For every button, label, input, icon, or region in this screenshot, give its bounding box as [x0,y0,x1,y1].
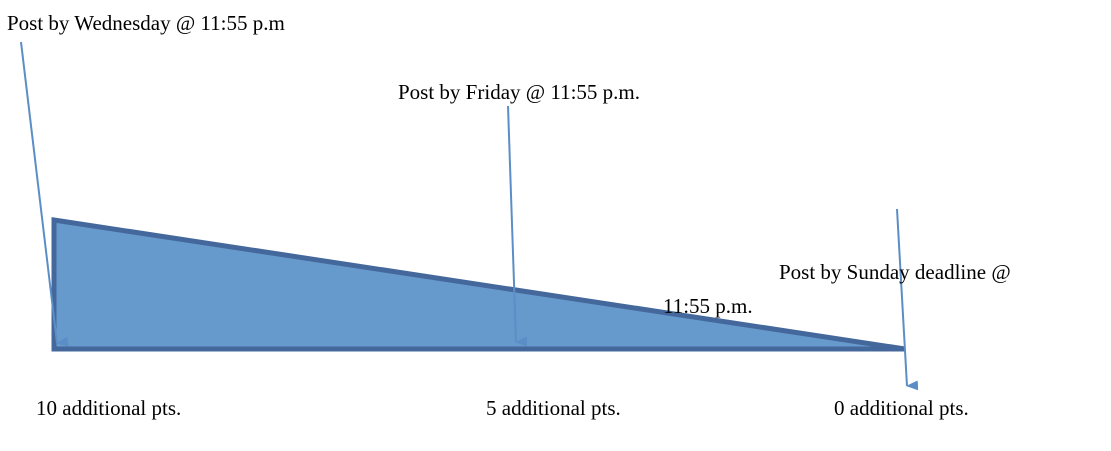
friday-arrow [507,105,528,347]
sunday-deadline-label-line2: 11:55 p.m. [663,294,753,318]
wednesday-arrow [20,41,69,347]
wednesday-points-label: 10 additional pts. [36,396,182,420]
sunday-arrow [896,208,919,391]
wednesday-deadline-label: Post by Wednesday @ 11:55 p.m [7,11,285,35]
points-triangle [51,217,906,352]
sunday-deadline-label-line1: Post by Sunday deadline @ [779,260,1011,284]
friday-points-label: 5 additional pts. [486,396,621,420]
sunday-points-label: 0 additional pts. [834,396,969,420]
friday-deadline-label: Post by Friday @ 11:55 p.m. [398,80,640,104]
